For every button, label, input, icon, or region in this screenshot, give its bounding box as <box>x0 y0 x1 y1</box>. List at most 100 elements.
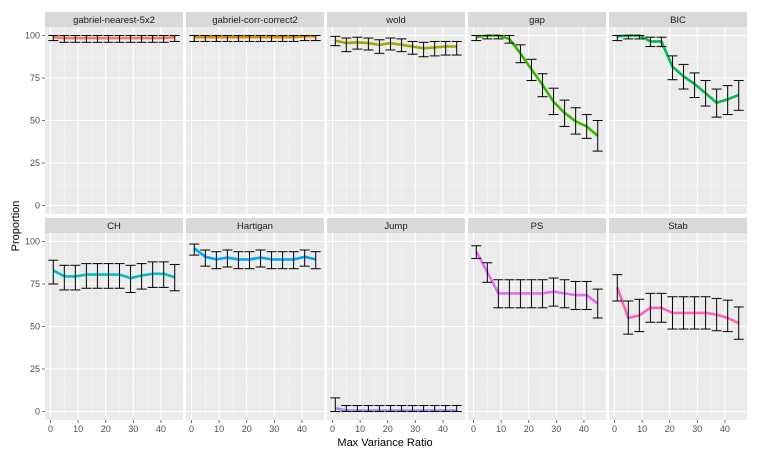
error-bar <box>451 405 462 412</box>
panel-title: gabriel-corr-correct2 <box>212 15 298 26</box>
error-bar <box>341 37 352 53</box>
x-tick-label: 40 <box>438 424 448 434</box>
error-bar <box>722 299 733 333</box>
x-tick-label: 20 <box>665 424 675 434</box>
error-bar <box>125 264 136 293</box>
error-bar <box>645 36 656 48</box>
error-bar <box>623 300 634 335</box>
panel-title: Hartigan <box>237 221 273 232</box>
error-bar <box>244 251 255 270</box>
error-bar <box>136 35 147 43</box>
panel-strip <box>327 12 465 27</box>
panel-strip <box>468 218 606 233</box>
x-tick-label: 30 <box>551 424 561 434</box>
x-tick-label: 10 <box>73 424 83 434</box>
panel-strip <box>45 12 183 27</box>
error-bar <box>288 35 299 42</box>
error-bar <box>537 279 548 309</box>
x-tick-label: 10 <box>214 424 224 434</box>
error-bar <box>515 44 526 64</box>
error-bar <box>429 40 440 57</box>
error-bar <box>103 263 114 289</box>
error-bar <box>581 280 592 310</box>
error-bar <box>59 264 70 291</box>
error-bar <box>70 264 81 291</box>
error-bar <box>266 251 277 270</box>
error-bar <box>81 35 92 43</box>
x-tick-label: 30 <box>128 424 138 434</box>
error-bar <box>363 37 374 51</box>
x-tick-label: 0 <box>189 424 194 434</box>
error-bar <box>493 279 504 309</box>
y-axis-title: Proportion <box>10 201 22 252</box>
error-bar <box>114 263 125 289</box>
x-tick-label: 40 <box>297 424 307 434</box>
series-line <box>335 406 457 412</box>
error-bar <box>330 35 341 47</box>
error-bar <box>634 35 645 40</box>
error-bar <box>471 35 482 42</box>
error-bar <box>233 35 244 42</box>
error-bar <box>667 55 678 81</box>
x-tick-label: 30 <box>269 424 279 434</box>
error-bar <box>689 296 700 330</box>
error-bar <box>592 288 603 319</box>
panel-gap: gap <box>468 12 606 214</box>
error-bar <box>92 35 103 43</box>
y-tick-label: 0 <box>35 201 40 211</box>
y-tick-label: 75 <box>30 73 40 83</box>
error-bar <box>363 405 374 412</box>
x-tick-label: 20 <box>242 424 252 434</box>
x-tick-label: 40 <box>579 424 589 434</box>
error-bar <box>570 107 581 135</box>
error-bar <box>634 298 645 333</box>
error-bar <box>277 35 288 42</box>
error-bar <box>147 35 158 43</box>
x-tick-label: 40 <box>720 424 730 434</box>
y-tick-label: 25 <box>30 158 40 168</box>
error-bar <box>374 39 385 54</box>
error-bar <box>48 259 59 285</box>
x-tick-label: 20 <box>101 424 111 434</box>
error-bar <box>656 36 667 48</box>
error-bar <box>59 35 70 43</box>
error-bar <box>559 279 570 309</box>
error-bar <box>352 36 363 50</box>
panel-strip <box>609 218 747 233</box>
error-bar <box>482 35 493 40</box>
x-axis-title: Max Variance Ratio <box>337 437 432 449</box>
error-bar <box>612 274 623 302</box>
error-bar <box>189 35 200 42</box>
error-bar <box>700 80 711 107</box>
x-tick-label: 0 <box>48 424 53 434</box>
panel-ch: CH 0 25 50 75 100 0 10 20 30 40 <box>25 218 183 434</box>
error-bar <box>678 63 689 90</box>
x-tick-label: 0 <box>471 424 476 434</box>
series-line <box>335 39 457 50</box>
error-bar <box>407 405 418 412</box>
error-bar <box>418 405 429 412</box>
error-bar <box>722 85 733 116</box>
panel-strip <box>327 218 465 233</box>
error-bar <box>656 292 667 323</box>
error-bar <box>623 35 634 40</box>
panel-gabriel-nearest-5x2: gabriel-nearest-5x2 0 25 50 75 100 <box>25 12 183 214</box>
x-tick-label: 40 <box>156 424 166 434</box>
error-bar <box>200 249 211 267</box>
error-bar <box>440 40 451 56</box>
error-bar <box>233 251 244 270</box>
x-tick-label: 20 <box>383 424 393 434</box>
error-bar <box>136 263 147 290</box>
error-bar <box>396 38 407 53</box>
error-bar <box>504 279 515 309</box>
error-bar <box>711 88 722 118</box>
error-bar <box>211 35 222 42</box>
error-bar <box>385 405 396 412</box>
error-bar <box>255 249 266 268</box>
y-tick-label: 100 <box>25 237 40 247</box>
panel-title: Jump <box>384 221 407 232</box>
series-line <box>53 35 175 40</box>
x-tick-label: 20 <box>524 424 534 434</box>
panel-stab: Stab 0 10 20 30 40 <box>609 218 747 434</box>
